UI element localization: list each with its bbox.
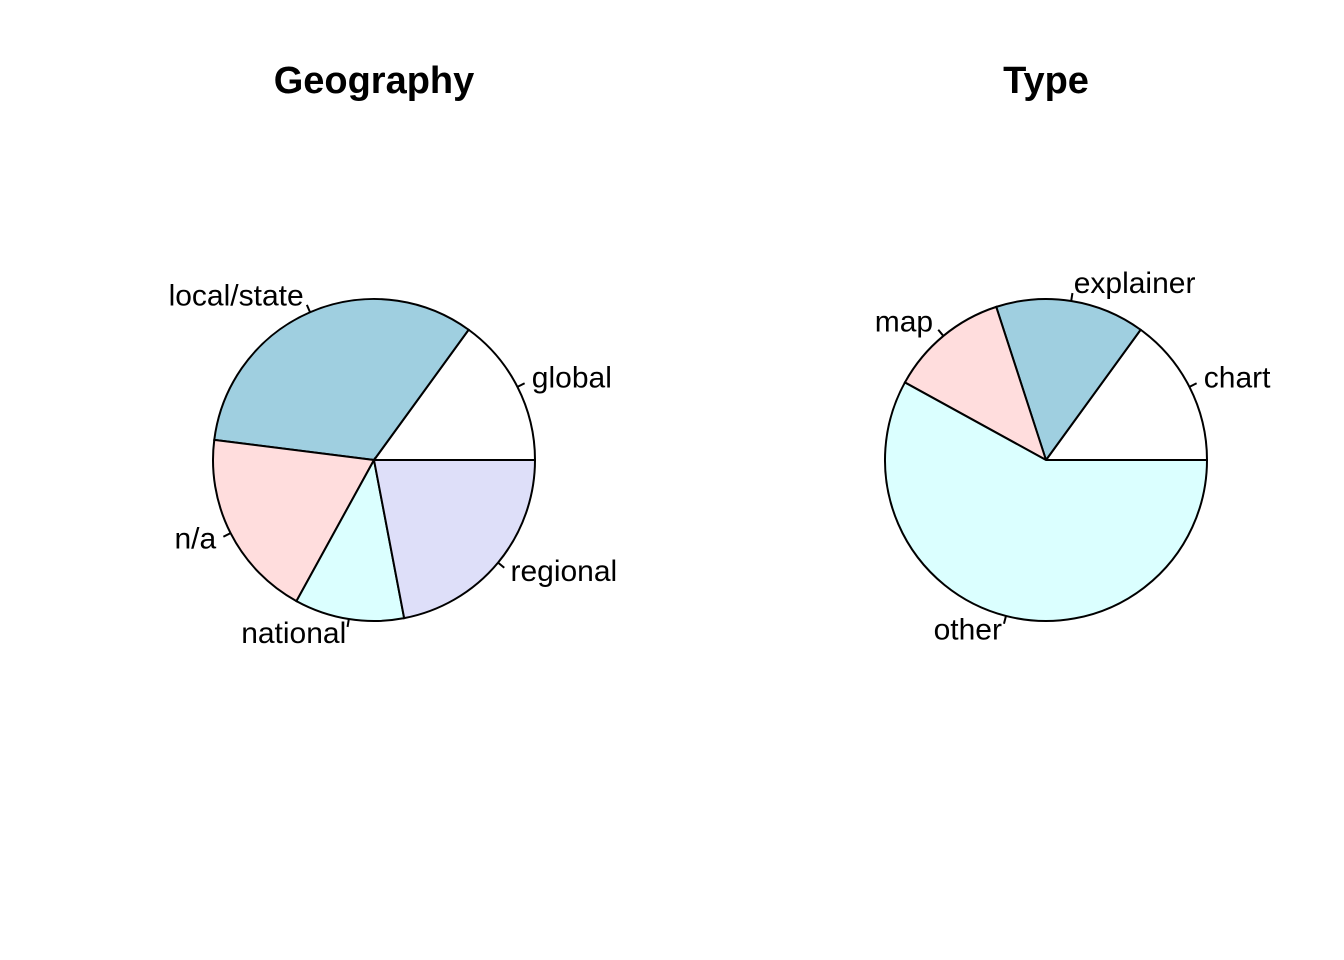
label-tick-explainer (1070, 292, 1074, 302)
geography-pie-chart: Geography global local/state n/a national re… (169, 60, 618, 650)
slice-label-explainer: explainer (1074, 267, 1196, 300)
label-tick-local-state (305, 304, 311, 313)
label-tick-n-a (222, 532, 232, 538)
pie-slice-global (372, 328, 537, 461)
label-tick-chart (1188, 382, 1198, 388)
pie-slice-map (903, 305, 1048, 463)
pie-slice-explainer (994, 298, 1143, 463)
pie-slice-chart (1044, 328, 1209, 461)
pie-slice-local-state (213, 298, 471, 462)
slice-label-n-a: n/a (174, 522, 216, 555)
pie-slice-national (295, 457, 406, 622)
label-tick-other (1002, 615, 1007, 624)
slice-label-chart: chart (1204, 362, 1271, 395)
slice-label-other: other (934, 613, 1002, 646)
slice-label-national: national (241, 617, 346, 650)
slice-label-global: global (532, 362, 612, 395)
pie-slice-n-a (212, 438, 376, 603)
label-tick-global (516, 382, 526, 388)
slice-label-map: map (875, 305, 933, 338)
chart-title-geography: Geography (274, 60, 475, 102)
chart-title-type: Type (1003, 60, 1089, 102)
label-tick-national (346, 618, 350, 628)
label-tick-regional (497, 561, 505, 569)
label-tick-map (937, 329, 945, 337)
slice-label-local-state: local/state (169, 279, 304, 312)
type-pie-chart: Type chart explainer map other (875, 60, 1271, 646)
slice-label-regional: regional (510, 555, 617, 588)
pie-slice-regional (372, 459, 537, 620)
